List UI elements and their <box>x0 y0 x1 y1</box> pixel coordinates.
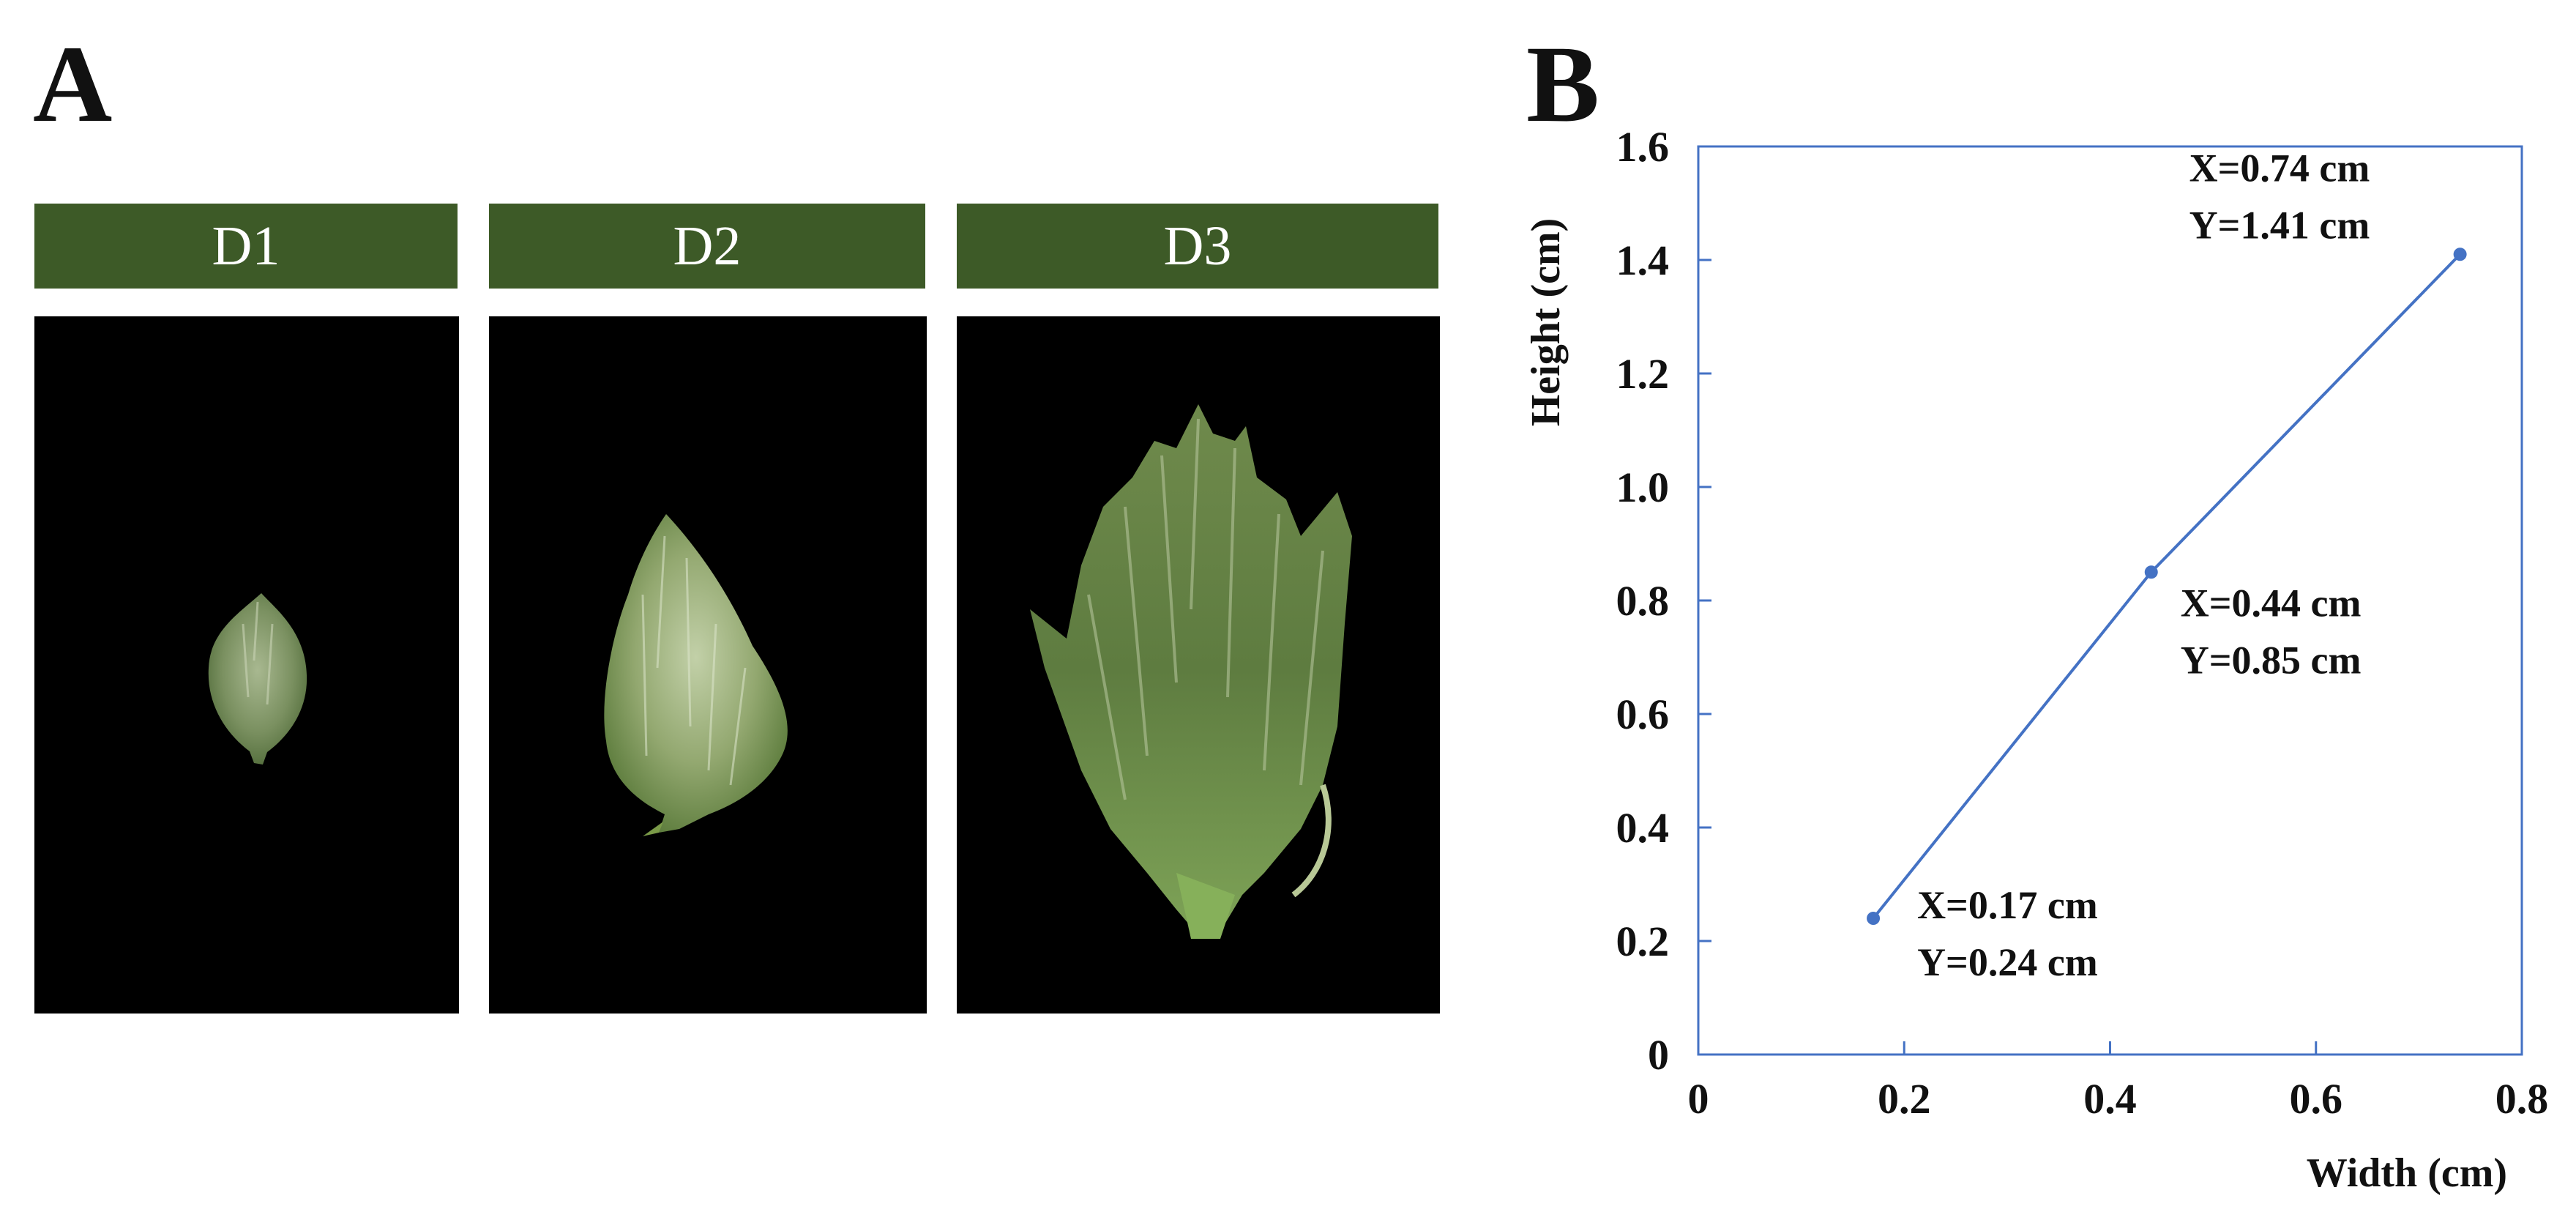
data-point <box>1867 912 1881 925</box>
y-tick-label: 0.6 <box>1616 691 1670 738</box>
point-annotation-x: X=0.74 cm <box>2189 146 2370 190</box>
x-tick-label: 0.2 <box>1878 1075 1931 1123</box>
plot-frame <box>1697 145 2523 1056</box>
y-tick-label: 1.4 <box>1616 237 1670 284</box>
x-tick-label: 0.4 <box>2083 1075 2137 1123</box>
y-axis-label: Height (cm) <box>1530 218 1569 427</box>
series-line <box>1872 253 2462 920</box>
panel-a-letter: A <box>33 23 113 145</box>
bud-large-photo <box>957 316 1440 1014</box>
bud-small-photo <box>34 316 459 1014</box>
y-tick-label: 0.8 <box>1616 577 1670 625</box>
point-annotation-y: Y=0.24 cm <box>1917 940 2098 984</box>
bud-medium-photo <box>489 316 927 1014</box>
point-annotation-x: X=0.44 cm <box>2181 581 2362 625</box>
line-chart: 0 0.2 0.4 0.6 0.8 0 0.2 0.4 0.6 0.8 1.0 1.2 1.4 1.6 X… <box>1530 123 2549 1196</box>
panel-b-letter: B <box>1526 23 1600 145</box>
data-point <box>2144 565 2158 579</box>
y-tick-label: 0.4 <box>1616 804 1670 852</box>
stage-header-d2: D2 <box>489 204 925 289</box>
y-tick-label: 1.2 <box>1616 350 1670 398</box>
stage-header-d3: D3 <box>957 204 1438 289</box>
x-axis-label: Width (cm) <box>2307 1150 2507 1196</box>
data-point <box>2453 248 2467 261</box>
y-tick-label: 1.0 <box>1616 464 1670 511</box>
y-tick-label: 0 <box>1648 1031 1669 1079</box>
x-tick-label: 0 <box>1688 1075 1709 1123</box>
x-tick-label: 0.8 <box>2495 1075 2549 1123</box>
point-annotation-y: Y=1.41 cm <box>2189 203 2370 247</box>
x-tick-label: 0.6 <box>2290 1075 2343 1123</box>
stage-header-d1: D1 <box>34 204 458 289</box>
y-tick-label: 0.2 <box>1616 918 1670 965</box>
point-annotation-y: Y=0.85 cm <box>2181 638 2362 682</box>
point-annotation-x: X=0.17 cm <box>1917 883 2098 927</box>
y-tick-label: 1.6 <box>1616 123 1670 171</box>
